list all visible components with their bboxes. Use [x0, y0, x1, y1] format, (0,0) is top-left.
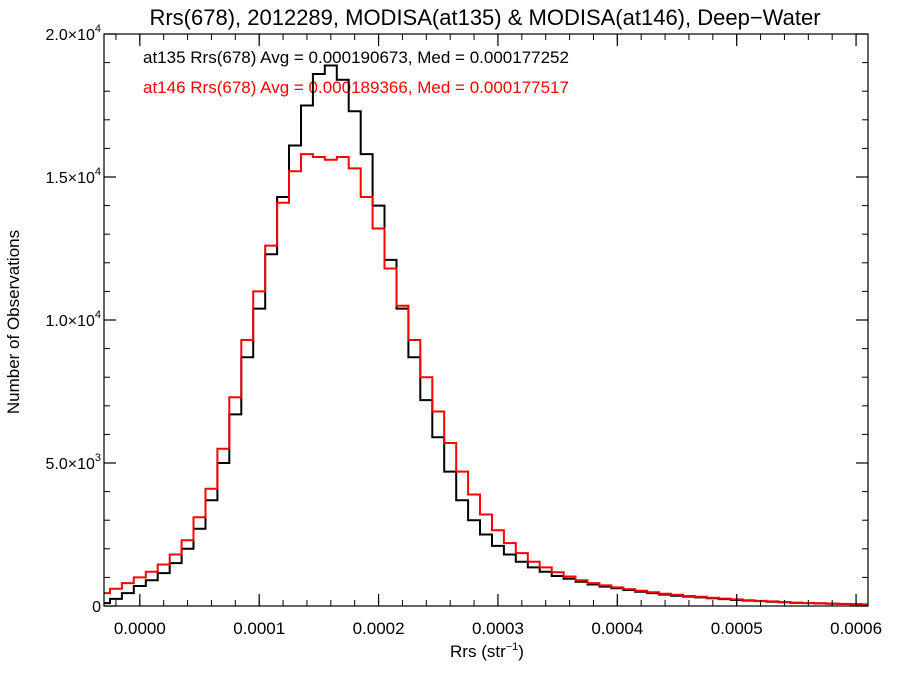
y-tick-label: 0 — [92, 599, 101, 616]
series-at146-line — [104, 153, 868, 606]
y-tick-label-base: 2.0×10 — [45, 27, 94, 44]
y-tick-label-base: 0 — [92, 599, 101, 616]
axes-layer: 0.0000 0.0001 0.0002 0.0003 0.0004 0.0005 0.00… — [45, 23, 882, 638]
x-tick-label: 0.0002 — [353, 619, 405, 638]
y-tick-label-base: 1.5×10 — [45, 170, 94, 187]
series-at135-line — [104, 64, 868, 606]
chart-title: Rrs(678), 2012289, MODISA(at135) & MODIS… — [149, 5, 820, 30]
x-axis-label-end: ) — [518, 642, 524, 661]
y-tick-label: 5.0×103 — [45, 452, 101, 473]
y-axis-label: Number of Observations — [4, 230, 23, 414]
plot-frame — [103, 33, 869, 607]
x-tick-label: 0.0006 — [830, 619, 882, 638]
y-tick-label: 1.0×104 — [45, 309, 101, 330]
y-tick-label-base: 5.0×10 — [45, 456, 94, 473]
x-axis-label-main: Rrs (str — [450, 642, 506, 661]
y-tick-label-exp: 4 — [95, 23, 101, 35]
series-layer — [104, 64, 868, 606]
x-tick-label: 0.0003 — [472, 619, 524, 638]
annotation-at146: at146 Rrs(678) Avg = 0.000189366, Med = … — [143, 78, 569, 97]
y-tick-label-exp: 4 — [95, 309, 101, 321]
x-tick-label: 0.0000 — [114, 619, 166, 638]
annotation-at135: at135 Rrs(678) Avg = 0.000190673, Med = … — [143, 48, 569, 67]
x-tick-label: 0.0005 — [711, 619, 763, 638]
x-tick-label: 0.0004 — [591, 619, 643, 638]
x-axis-label-sup: −1 — [506, 641, 519, 653]
y-tick-label: 2.0×104 — [45, 23, 101, 44]
x-axis-label: Rrs (str−1) — [450, 641, 524, 661]
y-tick-label-exp: 4 — [95, 166, 101, 178]
x-tick-label: 0.0001 — [233, 619, 285, 638]
y-tick-label: 1.5×104 — [45, 166, 101, 187]
y-tick-label-base: 1.0×10 — [45, 313, 94, 330]
y-tick-label-exp: 3 — [95, 452, 101, 464]
